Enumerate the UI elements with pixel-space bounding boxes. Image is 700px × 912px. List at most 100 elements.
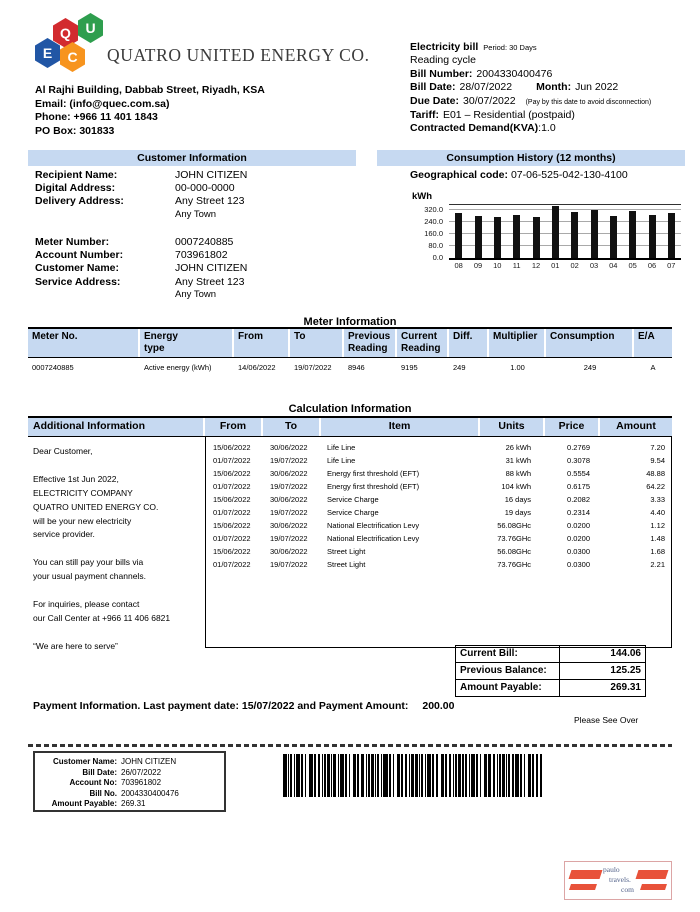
chart-x-axis: 08 09 10 11 12 01 02 03 04 05 06 07 xyxy=(454,261,676,270)
from-cell: 15/06/2022 xyxy=(213,521,251,530)
table-cell: Active energy (kWh) xyxy=(144,363,212,372)
item-cell: Life Line xyxy=(327,443,356,452)
chart-y-axis: 0.0 80.0 160.0 240.0 320.0 xyxy=(424,205,443,262)
watermark-text: paulo travels. com xyxy=(603,865,634,895)
to-cell: 19/07/2022 xyxy=(270,534,308,543)
company-name: QUATRO UNITED ENERGY CO. xyxy=(107,45,370,65)
price-cell: 0.2769 xyxy=(567,443,590,452)
additional-info-line: Effective 1st Jun 2022, xyxy=(33,473,119,484)
calc-rows-box: 15/06/2022 30/06/2022 Life Line 26 kWh 0… xyxy=(205,437,672,648)
totals-value: 269.31 xyxy=(559,679,646,697)
stub-field: Amount Payable: 269.31 xyxy=(35,799,224,810)
to-cell: 30/06/2022 xyxy=(270,443,308,452)
customer-fields-group2: Meter Number: 0007240885 Account Number:… xyxy=(35,236,365,301)
from-cell: 01/07/2022 xyxy=(213,534,251,543)
paulo-travels-watermark: paulo travels. com xyxy=(564,861,672,900)
calc-row: 15/06/2022 30/06/2022 Street Light 56.08… xyxy=(206,545,671,558)
stub-field: Bill No. 2004330400476 xyxy=(35,789,224,800)
amount-cell: 7.20 xyxy=(650,443,665,452)
column-header: Current Reading xyxy=(397,329,449,357)
table-cell: 1.00 xyxy=(510,363,525,372)
additional-info-line xyxy=(33,459,199,473)
payment-info-line: Payment Information. Last payment date: … xyxy=(33,700,455,712)
table-cell: 19/07/2022 xyxy=(294,363,332,372)
table-cell: 8946 xyxy=(348,363,365,372)
calc-table: Additional Information From To Item Units Pr… xyxy=(28,416,672,654)
from-cell: 15/06/2022 xyxy=(213,443,251,452)
calc-table-header: Additional Information From To Item Units Pr… xyxy=(28,416,672,437)
column-header: Energy type xyxy=(140,329,234,357)
units-cell: 73.76GHc xyxy=(497,560,531,569)
table-cell: 14/06/2022 xyxy=(238,363,276,372)
column-header: Meter No. xyxy=(28,329,140,357)
stub-value: 703961802 xyxy=(121,778,162,788)
logo-hexagon: E xyxy=(35,38,60,68)
from-cell: 01/07/2022 xyxy=(213,560,251,569)
column-header: Diff. xyxy=(449,329,489,357)
column-header: From xyxy=(205,418,263,436)
watermark-stripe xyxy=(568,870,603,879)
watermark-line: travels. xyxy=(609,875,631,884)
month-label: Month: xyxy=(536,81,572,94)
stub-field: Bill Date: 26/07/2022 xyxy=(35,768,224,779)
totals-label: Previous Balance: xyxy=(455,662,560,680)
stub-value: JOHN CITIZEN xyxy=(121,757,177,766)
units-cell: 56.08GHc xyxy=(497,547,531,556)
company-address: Al Rajhi Building, Dabbab Street, Riyadh… xyxy=(35,84,265,138)
due-date-note: (Pay by this date to avoid disconnection… xyxy=(525,98,652,106)
units-cell: 26 kWh xyxy=(505,443,531,452)
stub-label: Amount Payable: xyxy=(51,799,117,809)
price-cell: 0.0300 xyxy=(567,560,590,569)
stub-label: Customer Name: xyxy=(52,757,117,766)
item-cell: Energy first threshold (EFT) xyxy=(327,482,420,491)
bill-date-label: Bill Date: xyxy=(410,81,456,94)
additional-info-line: For inquiries, please contact xyxy=(33,598,140,609)
from-cell: 01/07/2022 xyxy=(213,456,251,465)
totals-value: 144.06 xyxy=(559,645,646,663)
chart-unit-label: kWh xyxy=(412,191,433,202)
to-cell: 19/07/2022 xyxy=(270,560,308,569)
contracted-demand-value: :1.0 xyxy=(538,122,556,135)
item-cell: Street Light xyxy=(327,560,366,569)
calc-row: 01/07/2022 19/07/2022 Street Light 73.76… xyxy=(206,558,671,571)
to-cell: 30/06/2022 xyxy=(270,469,308,478)
units-cell: 19 days xyxy=(504,508,531,517)
amount-cell: 64.22 xyxy=(646,482,665,491)
stub-label: Bill Date: xyxy=(82,767,117,777)
watermark-stripe xyxy=(569,884,597,890)
additional-info-line: your usual payment channels. xyxy=(33,571,146,582)
additional-info-line xyxy=(33,542,199,556)
watermark-stripe xyxy=(635,870,669,879)
address-line: Email: (info@quec.com.sa) xyxy=(35,97,170,110)
customer-field: Delivery Address: Any Street 123 Any Tow… xyxy=(35,195,365,220)
field-label: Recipient Name: xyxy=(35,169,118,181)
additional-info-line: You can still pay your bills via xyxy=(33,557,144,568)
column-header: Consumption xyxy=(546,329,634,357)
customer-field: Recipient Name: JOHN CITIZEN xyxy=(35,169,365,182)
field-value: JOHN CITIZEN xyxy=(175,262,248,275)
due-date-value: 30/07/2022 xyxy=(463,94,516,107)
column-header: Units xyxy=(480,418,545,436)
item-cell: National Electrification Levy xyxy=(327,521,420,530)
meter-table-header: Meter No. Energy type From To Previous Readi… xyxy=(28,327,672,358)
field-value: JOHN CITIZEN xyxy=(175,169,248,181)
to-cell: 30/06/2022 xyxy=(270,547,308,556)
amount-cell: 1.48 xyxy=(650,534,665,543)
amount-cell: 2.21 xyxy=(650,560,665,569)
additional-info-line xyxy=(33,584,199,598)
watermark-line: com xyxy=(621,885,634,894)
geo-code-value: 07-06-525-042-130-4100 xyxy=(510,169,628,181)
to-cell: 30/06/2022 xyxy=(270,495,308,504)
to-cell: 19/07/2022 xyxy=(270,482,308,491)
amount-cell: 9.54 xyxy=(650,456,665,465)
watermark-stripe xyxy=(640,884,667,890)
field-value-line2: Any Town xyxy=(175,208,217,220)
to-cell: 30/06/2022 xyxy=(270,521,308,530)
additional-info-line: service provider. xyxy=(33,529,95,540)
payment-stub-box: Customer Name: JOHN CITIZEN Bill Date: 2… xyxy=(33,751,226,812)
additional-info-line: Dear Customer, xyxy=(33,446,93,456)
field-value: Any Street 123 xyxy=(175,275,245,288)
item-cell: Service Charge xyxy=(327,495,379,504)
barcode xyxy=(283,754,546,797)
